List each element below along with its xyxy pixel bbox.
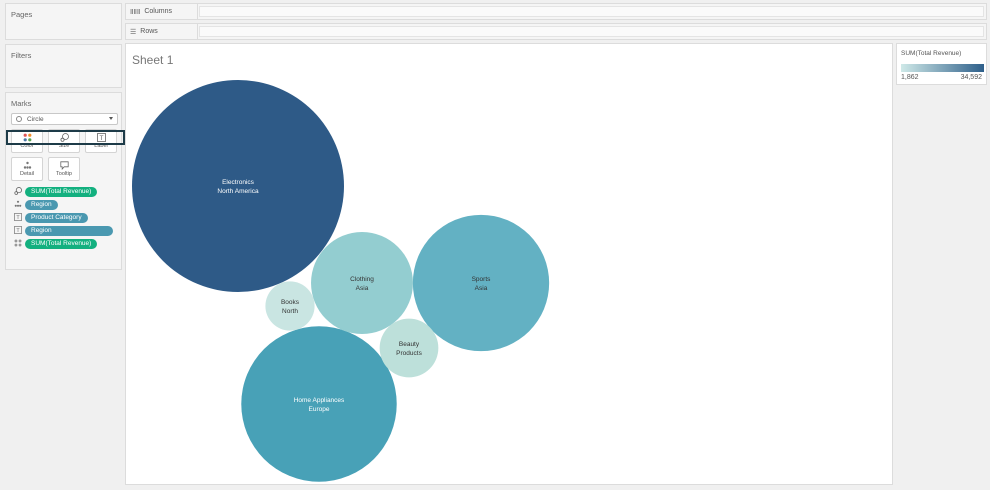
mark-type-value: Circle	[27, 115, 44, 123]
selected-pill-highlight	[6, 130, 125, 145]
view-canvas[interactable]: Sheet 1 Electronics North America Home App…	[125, 43, 893, 485]
size-icon	[13, 186, 23, 197]
bubble-category-label: Clothing	[350, 276, 374, 283]
label-icon: T	[96, 133, 106, 143]
svg-text:T: T	[99, 135, 103, 142]
legend-max: 34,592	[960, 74, 982, 81]
color-dots-icon	[23, 133, 32, 143]
svg-text:T: T	[16, 215, 20, 221]
detail-button[interactable]: Detail	[11, 157, 43, 181]
tooltip-icon	[59, 161, 69, 171]
pages-shelf[interactable]: Pages	[5, 3, 122, 40]
label-field-pill[interactable]: Region	[25, 225, 113, 236]
filters-shelf[interactable]: Filters	[5, 44, 122, 88]
detail-icon	[23, 161, 32, 171]
label-field-pill[interactable]: Product Category	[25, 212, 88, 223]
detail-field-pill[interactable]: Region	[25, 199, 58, 210]
size-button[interactable]: Size	[48, 129, 80, 153]
size-icon	[59, 133, 69, 143]
bubble-region-label: North America	[217, 188, 259, 195]
bubble-chart: Electronics North America Home Appliances E…	[132, 80, 550, 482]
mark-field-row: T Product Category	[13, 212, 88, 223]
rows-icon: ☰	[130, 28, 137, 36]
sheet-title: Sheet 1	[132, 53, 174, 67]
marks-title: Marks	[11, 99, 32, 108]
label-icon: T	[13, 225, 23, 236]
detail-icon	[13, 200, 23, 210]
bubble-category-label: Electronics	[222, 179, 255, 186]
marks-card: Marks Circle Color Size T Label Detail T…	[5, 92, 122, 270]
bubble-books[interactable]	[265, 281, 315, 331]
circle-icon	[16, 116, 22, 122]
bubble-region-label: Europe	[309, 406, 330, 413]
rows-drop-zone[interactable]	[199, 26, 984, 37]
size-button-label: Size	[58, 143, 70, 149]
legend-color-ramp	[901, 64, 984, 72]
bubble-region-label: North	[282, 308, 298, 315]
columns-label: Columns	[144, 8, 172, 15]
bubble-electronics[interactable]	[132, 80, 344, 292]
bubble-region-label: Asia	[475, 285, 488, 292]
color-button-label: Color	[20, 143, 34, 149]
size-field-pill[interactable]: SUM(Total Revenue)	[25, 186, 98, 197]
tooltip-button[interactable]: Tooltip	[48, 157, 80, 181]
bubble-category-label: Books	[281, 299, 300, 306]
label-icon: T	[13, 212, 23, 223]
bubble-home-appliances[interactable]	[241, 326, 397, 482]
color-field-pill[interactable]: SUM(Total Revenue)	[25, 238, 98, 249]
mark-field-row: T Region	[13, 225, 113, 236]
rows-label: Rows	[140, 28, 158, 35]
color-button[interactable]: Color	[11, 129, 43, 153]
filters-title: Filters	[11, 51, 32, 60]
detail-button-label: Detail	[19, 171, 35, 177]
mark-field-row: SUM(Total Revenue)	[13, 186, 98, 197]
label-button-label: Label	[94, 143, 108, 149]
columns-shelf-label: ⅡⅡⅡ Columns	[126, 4, 198, 19]
bubble-category-label: Beauty	[399, 341, 420, 348]
color-dots-icon	[13, 239, 23, 249]
rows-shelf[interactable]: ☰ Rows	[125, 23, 987, 40]
svg-text:T: T	[16, 228, 20, 234]
label-button[interactable]: T Label	[85, 129, 117, 153]
legend-min: 1,862	[901, 74, 919, 81]
columns-icon: ⅡⅡⅡ	[130, 8, 141, 16]
bubble-region-label: Products	[396, 350, 422, 357]
bubble-beauty[interactable]	[379, 318, 439, 378]
rows-shelf-label: ☰ Rows	[126, 24, 198, 39]
legend-title: SUM(Total Revenue)	[901, 50, 962, 57]
columns-shelf[interactable]: ⅡⅡⅡ Columns	[125, 3, 987, 20]
tooltip-button-label: Tooltip	[56, 171, 72, 177]
mark-field-row: Region	[13, 199, 58, 210]
bubble-category-label: Home Appliances	[294, 397, 345, 404]
mark-field-row: SUM(Total Revenue)	[13, 238, 98, 249]
bubble-region-label: Asia	[356, 285, 369, 292]
bubble-clothing[interactable]	[311, 232, 413, 334]
chevron-down-icon	[109, 117, 113, 120]
mark-type-dropdown[interactable]: Circle	[11, 113, 118, 125]
columns-drop-zone[interactable]	[199, 6, 984, 17]
pages-title: Pages	[11, 10, 33, 19]
color-legend: SUM(Total Revenue) 1,862 34,592	[896, 43, 987, 85]
bubble-category-label: Sports	[472, 276, 492, 283]
bubble-sports[interactable]	[412, 214, 550, 352]
